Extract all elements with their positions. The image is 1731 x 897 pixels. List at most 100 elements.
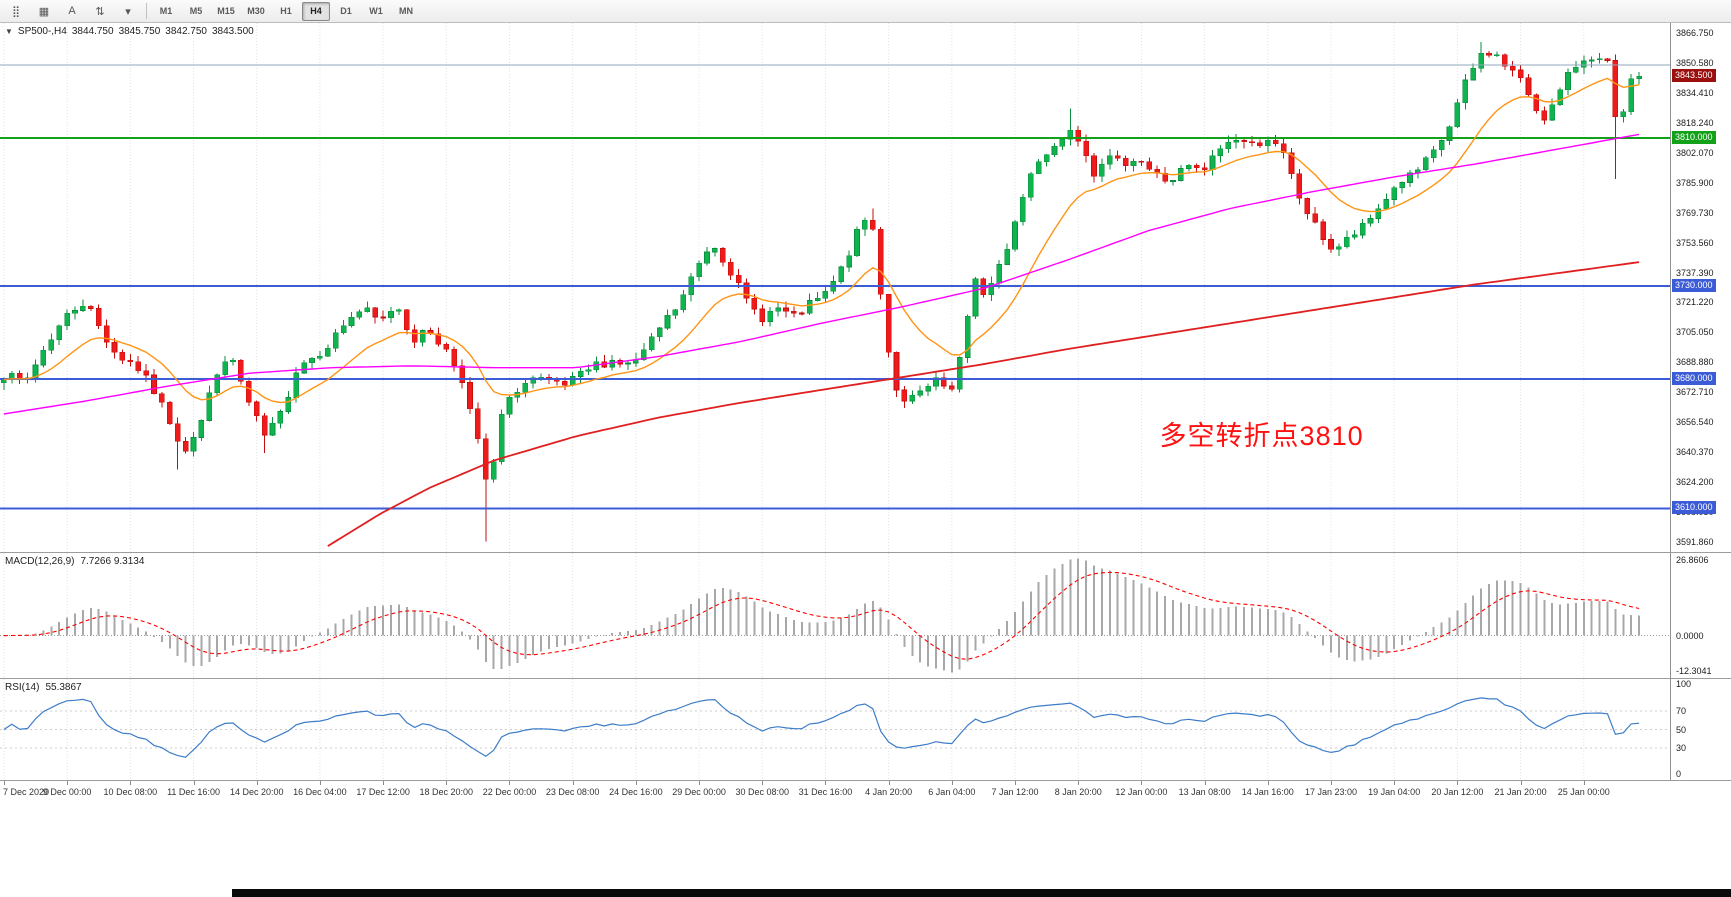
candle-body	[269, 422, 276, 436]
candle-body	[1257, 142, 1263, 146]
time-axis-label: 9 Dec 00:00	[42, 787, 92, 797]
timeframe-M30[interactable]: M30	[247, 6, 265, 16]
candle-body	[1470, 67, 1476, 81]
timeframe-dropdown-icon[interactable]: ▾	[125, 5, 131, 18]
candle-body	[293, 372, 300, 398]
timeframe-H1[interactable]: H1	[280, 6, 292, 16]
macd-axis-top-label: 26.8606	[1676, 555, 1709, 565]
timeframe-H4[interactable]: H4	[302, 1, 330, 21]
candle-body	[1612, 60, 1619, 117]
candle-body	[893, 351, 900, 391]
candle-body	[806, 300, 813, 314]
price-axis-label: 3866.750	[1676, 28, 1714, 38]
candle-body	[396, 309, 402, 312]
candle-body	[759, 308, 766, 322]
drag-grip-icon[interactable]: ⣿	[11, 5, 21, 18]
candle-body	[664, 314, 671, 329]
candle-body	[1517, 69, 1524, 79]
candle-body	[1146, 161, 1153, 170]
macd-axis-bottom-label: -12.3041	[1676, 666, 1712, 676]
price-axis-label: 3834.410	[1676, 87, 1714, 98]
candle-body	[1099, 164, 1105, 177]
timeframe-M5[interactable]: M5	[189, 6, 203, 16]
candle-body	[325, 348, 331, 357]
candle-body	[1422, 157, 1429, 171]
candle-body	[1122, 157, 1129, 167]
timeframe-M1[interactable]: M1	[159, 6, 173, 16]
timeframe-MN[interactable]: MN	[399, 6, 413, 16]
candle-body	[1494, 54, 1500, 57]
candle-body	[380, 316, 386, 319]
macd-panel: MACD(12,26,9) 7.7266 9.3134 26.8606 0.000…	[0, 553, 1731, 679]
candle-body	[1272, 140, 1279, 145]
chart-mode-icon[interactable]: ▦	[38, 5, 50, 18]
candle-body	[656, 327, 663, 337]
candle-body	[917, 390, 924, 396]
candle-body	[1549, 104, 1555, 121]
time-axis-tick	[383, 781, 385, 785]
candle-body	[1604, 58, 1611, 61]
candle-body	[1557, 89, 1563, 106]
candle-body	[1051, 146, 1058, 155]
candle-body	[182, 440, 189, 452]
time-axis-label: 24 Dec 16:00	[609, 787, 663, 797]
price-chart-svg[interactable]	[0, 23, 1671, 552]
candle-body	[522, 382, 529, 393]
price-axis-label: 3737.390	[1676, 267, 1714, 278]
candle-body	[1320, 221, 1326, 240]
hline-price-badge: 3610.000	[1672, 501, 1716, 515]
time-axis-label: 17 Dec 12:00	[356, 787, 410, 797]
candle-body	[640, 349, 647, 360]
ma-slow-line	[327, 261, 1640, 547]
data-window-toggle-icon[interactable]: ▼	[5, 27, 13, 36]
candle-body	[964, 315, 971, 358]
price-axis-label: 3591.860	[1676, 537, 1714, 547]
time-axis-tick	[256, 781, 258, 785]
candle-body	[127, 360, 134, 362]
scale-updown-icon[interactable]: ⇅	[95, 5, 105, 18]
cursor-a-icon[interactable]: A	[68, 5, 76, 17]
candle-body	[767, 311, 773, 322]
time-axis-tick	[509, 781, 511, 785]
timeframe-M15[interactable]: M15	[217, 6, 235, 16]
candle-body	[1367, 218, 1374, 224]
candle-body	[1359, 223, 1366, 236]
candle-body	[238, 359, 244, 382]
time-axis-label: 6 Jan 04:00	[928, 787, 976, 797]
time-axis-label: 7 Jan 12:00	[991, 787, 1039, 797]
time-axis-label: 23 Dec 08:00	[545, 787, 600, 797]
timeframe-W1[interactable]: W1	[369, 6, 383, 16]
candle-body	[174, 423, 181, 442]
rsi-line	[3, 697, 1640, 758]
time-axis-label: 12 Jan 00:00	[1115, 787, 1168, 797]
time-axis-label: 4 Jan 20:00	[865, 787, 913, 797]
candle-body	[1565, 72, 1571, 91]
candle-body	[119, 351, 126, 361]
candle-body	[1636, 75, 1642, 80]
hline-price-badge: 3730.000	[1672, 279, 1716, 293]
candle-body	[1264, 140, 1271, 146]
candle-body	[1383, 199, 1390, 210]
time-axis[interactable]: 7 Dec 2020 9 Dec 00:00 10 Dec 08:00 11 Dec …	[0, 781, 1731, 802]
candle-body	[103, 325, 110, 343]
candle-body	[317, 355, 323, 359]
candle-body	[48, 339, 55, 351]
macd-svg[interactable]	[0, 553, 1671, 678]
candle-body	[451, 349, 457, 366]
candle-body	[1225, 141, 1232, 150]
timeframe-D1[interactable]: D1	[340, 6, 352, 16]
candle-body	[1486, 52, 1492, 56]
candle-body	[1533, 94, 1540, 111]
time-axis-label: 11 Dec 16:00	[167, 787, 220, 797]
time-axis-tick	[67, 781, 69, 785]
candle-body	[949, 385, 955, 390]
candle-body	[411, 329, 418, 343]
candle-body	[696, 262, 702, 278]
candle-body	[443, 343, 450, 350]
chart-annotation-text[interactable]: 多空转折点3810	[1159, 420, 1364, 451]
candle-body	[1336, 246, 1342, 250]
candle-body	[332, 332, 339, 349]
candle-body	[901, 389, 908, 402]
candle-body	[1288, 152, 1295, 175]
rsi-svg[interactable]	[0, 679, 1671, 780]
